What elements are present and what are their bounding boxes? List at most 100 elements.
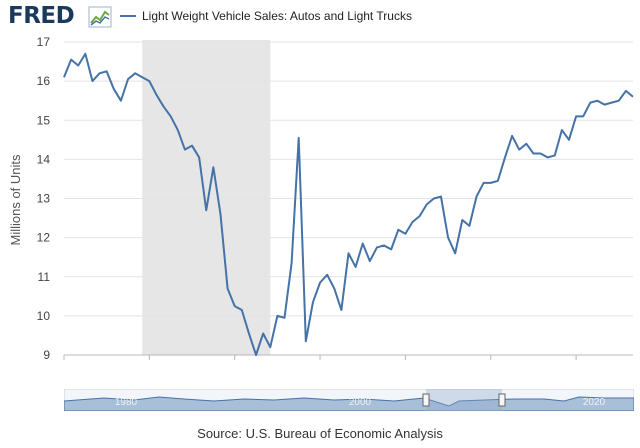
data-point[interactable] [62, 75, 67, 80]
data-point[interactable] [161, 104, 166, 109]
data-point[interactable] [76, 63, 81, 68]
data-point[interactable] [239, 308, 244, 313]
data-point[interactable] [204, 208, 209, 213]
data-point[interactable] [502, 155, 507, 160]
data-point[interactable] [346, 251, 351, 256]
data-point[interactable] [374, 245, 379, 250]
axis-layer: Jan 2007Jan 2008Jan 2009Jan 2010Jan 2011… [63, 354, 633, 360]
data-point[interactable] [460, 218, 465, 223]
data-point[interactable] [289, 261, 294, 266]
data-point[interactable] [545, 155, 550, 160]
navigator-tick-2000: 2000 [349, 397, 372, 408]
data-point[interactable] [111, 86, 116, 91]
data-point[interactable] [261, 331, 266, 336]
data-point[interactable] [588, 100, 593, 105]
data-point[interactable] [97, 71, 102, 76]
data-point[interactable] [531, 151, 536, 156]
data-point[interactable] [424, 202, 429, 207]
navigator-handle-left[interactable] [422, 393, 430, 407]
navigator-handle-right[interactable] [498, 393, 506, 407]
data-point[interactable] [197, 155, 202, 160]
data-point[interactable] [339, 308, 344, 313]
data-point[interactable] [559, 128, 564, 133]
data-point[interactable] [140, 75, 145, 80]
data-point[interactable] [118, 98, 123, 103]
data-point[interactable] [90, 79, 95, 84]
legend[interactable]: Light Weight Vehicle Sales: Autos and Li… [120, 9, 412, 23]
data-point[interactable] [417, 214, 422, 219]
data-point[interactable] [254, 353, 259, 358]
y-tick-label: 11 [38, 270, 51, 284]
data-point[interactable] [446, 235, 451, 240]
data-point[interactable] [225, 286, 230, 291]
data-point[interactable] [168, 114, 173, 119]
data-point[interactable] [467, 223, 472, 228]
data-point[interactable] [481, 180, 486, 185]
data-point[interactable] [275, 313, 280, 318]
data-point[interactable] [431, 196, 436, 201]
series-line[interactable] [63, 52, 634, 356]
navigator-tick-1980: 1980 [115, 397, 138, 408]
data-point[interactable] [211, 165, 216, 170]
data-point[interactable] [574, 114, 579, 119]
data-point[interactable] [310, 300, 315, 305]
recession-band [142, 40, 271, 355]
fred-logo[interactable]: FRED [8, 3, 75, 29]
data-point[interactable] [175, 128, 180, 133]
data-point[interactable] [325, 272, 330, 277]
data-point[interactable] [495, 178, 500, 183]
data-point[interactable] [69, 57, 74, 62]
data-point[interactable] [303, 339, 308, 344]
data-point[interactable] [517, 147, 522, 152]
data-point[interactable] [353, 264, 358, 269]
data-point[interactable] [609, 100, 614, 105]
data-point[interactable] [133, 71, 138, 76]
data-point[interactable] [389, 247, 394, 252]
data-point[interactable] [246, 331, 251, 336]
data-point[interactable] [524, 141, 529, 146]
data-point[interactable] [410, 219, 415, 224]
y-tick-label: 13 [37, 192, 51, 206]
data-point[interactable] [268, 345, 273, 350]
data-point[interactable] [396, 227, 401, 232]
data-point[interactable] [538, 151, 543, 156]
data-point[interactable] [360, 241, 365, 246]
data-point[interactable] [595, 98, 600, 103]
data-point[interactable] [403, 231, 408, 236]
data-point[interactable] [182, 147, 187, 152]
y-tick-label: 10 [37, 309, 51, 323]
data-point[interactable] [318, 280, 323, 285]
data-point[interactable] [296, 135, 301, 140]
data-point[interactable] [332, 286, 337, 291]
data-point[interactable] [510, 133, 515, 138]
data-point[interactable] [616, 98, 621, 103]
y-tick-label: 16 [37, 74, 51, 88]
data-point[interactable] [147, 79, 152, 84]
legend-swatch [120, 15, 136, 17]
legend-label: Light Weight Vehicle Sales: Autos and Li… [142, 9, 412, 23]
data-point[interactable] [218, 212, 223, 217]
data-point[interactable] [488, 180, 493, 185]
data-point[interactable] [566, 137, 571, 142]
data-point[interactable] [382, 243, 387, 248]
source-note: Source: U.S. Bureau of Economic Analysis [197, 426, 443, 441]
data-point[interactable] [104, 69, 109, 74]
data-point[interactable] [367, 259, 372, 264]
data-point[interactable] [282, 315, 287, 320]
data-point[interactable] [552, 153, 557, 158]
data-point[interactable] [190, 143, 195, 148]
y-tick-label: 9 [43, 348, 50, 360]
data-point[interactable] [631, 94, 636, 99]
range-navigator[interactable]: 1980 2000 2020 [64, 389, 634, 411]
data-point[interactable] [581, 114, 586, 119]
data-point[interactable] [623, 88, 628, 93]
data-point[interactable] [602, 102, 607, 107]
data-point[interactable] [453, 251, 458, 256]
data-point[interactable] [83, 51, 88, 56]
data-point[interactable] [438, 194, 443, 199]
data-point[interactable] [154, 92, 159, 97]
data-point[interactable] [232, 304, 237, 309]
data-point[interactable] [126, 77, 131, 82]
line-chart[interactable]: 9 10 11 12 13 14 15 16 17 Jan 2007Jan 2008Jan 20… [0, 30, 640, 360]
data-point[interactable] [474, 194, 479, 199]
